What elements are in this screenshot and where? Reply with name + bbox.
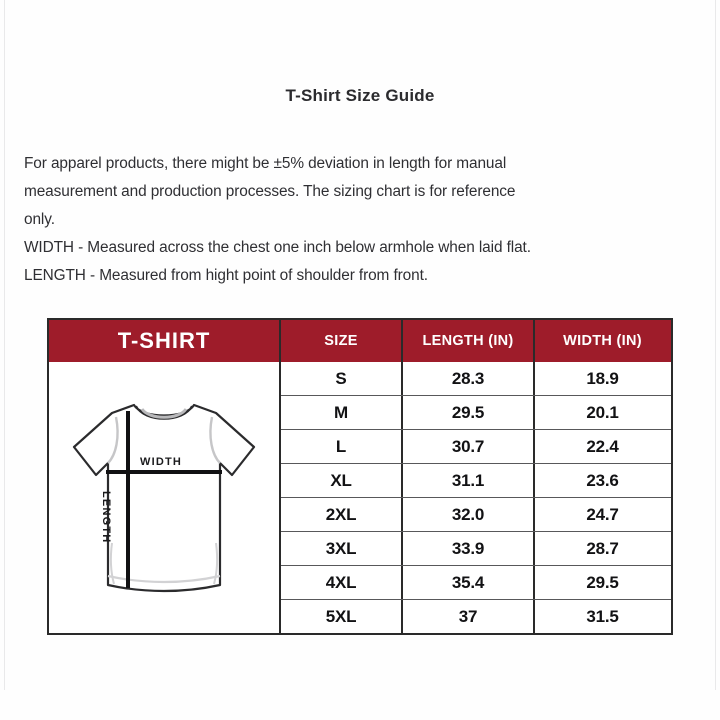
cell-width: 29.5 [586,572,619,592]
tshirt-diagram: WIDTH LENGTH [64,393,264,603]
cell-length: 33.9 [403,532,535,565]
column-header-size: SIZE [281,320,403,362]
width-measurement-label: WIDTH [140,455,183,468]
cell-size: M [281,396,403,429]
table-row: 4XL 35.4 29.5 [281,566,671,600]
cell-length: 37 [403,600,535,633]
cell-width: 18.9 [586,368,619,388]
length-measurement-label: LENGTH [100,490,112,543]
cell-size: L [281,430,403,463]
page-edge-right [715,0,716,690]
cell-width: 20.1 [586,402,619,422]
cell-size: S [281,362,403,395]
table-header-row: T-SHIRT SIZE LENGTH (IN) WIDTH (IN) [49,320,671,362]
size-chart-table: T-SHIRT SIZE LENGTH (IN) WIDTH (IN) [47,318,673,635]
column-header-tshirt: T-SHIRT [49,320,281,362]
table-row: S 28.3 18.9 [281,362,671,396]
cell-size: 4XL [281,566,403,599]
cell-size: 2XL [281,498,403,531]
page-title: T-Shirt Size Guide [285,86,435,105]
intro-line-1: For apparel products, there might be ±5%… [24,155,507,172]
cell-size: 3XL [281,532,403,565]
table-row: 2XL 32.0 24.7 [281,498,671,532]
cell-width: 31.5 [586,606,619,626]
intro-text: For apparel products, there might be ±5%… [24,150,700,290]
column-header-width: WIDTH (IN) [535,320,670,362]
table-row: L 30.7 22.4 [281,430,671,464]
cell-length: 29.5 [403,396,535,429]
table-row: 3XL 33.9 28.7 [281,532,671,566]
column-header-length: LENGTH (IN) [403,320,535,362]
cell-size: 5XL [281,600,403,633]
cell-width: 28.7 [586,538,619,558]
page-edge-left [4,0,5,690]
table-rows: S 28.3 18.9 M 29.5 20.1 L 30.7 22.4 XL 3… [281,362,671,633]
table-row: XL 31.1 23.6 [281,464,671,498]
cell-width: 22.4 [586,436,619,456]
table-body: WIDTH LENGTH S 28.3 18.9 M 29.5 20.1 L [49,362,671,633]
cell-length: 28.3 [403,362,535,395]
intro-line-2: measurement and production processes. Th… [24,183,516,200]
intro-line-length-definition: LENGTH - Measured from hight point of sh… [24,267,428,284]
table-row: M 29.5 20.1 [281,396,671,430]
cell-size: XL [281,464,403,497]
cell-length: 31.1 [403,464,535,497]
intro-line-3: only. [24,211,55,228]
cell-length: 32.0 [403,498,535,531]
cell-width: 24.7 [586,504,619,524]
cell-width: 23.6 [586,470,619,490]
table-row: 5XL 37 31.5 [281,600,671,633]
tshirt-illustration-cell: WIDTH LENGTH [49,362,281,633]
intro-line-width-definition: WIDTH - Measured across the chest one in… [24,239,531,256]
cell-length: 30.7 [403,430,535,463]
cell-length: 35.4 [403,566,535,599]
intro-paragraph: For apparel products, there might be ±5%… [24,150,700,290]
